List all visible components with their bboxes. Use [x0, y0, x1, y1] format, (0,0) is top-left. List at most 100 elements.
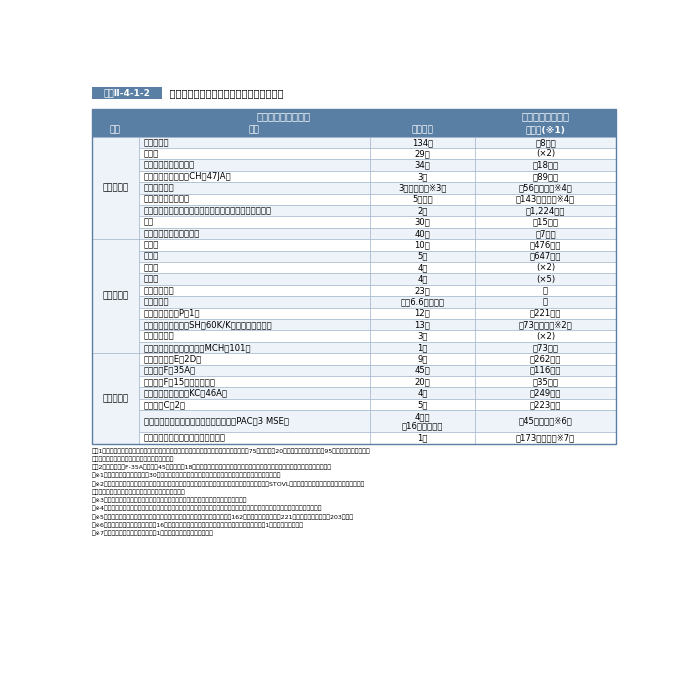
Text: 約73億円　（※2）: 約73億円 （※2） — [519, 320, 573, 329]
Bar — [139, 376, 370, 387]
Bar — [475, 353, 616, 365]
Text: （約6.6万トン）: （約6.6万トン） — [400, 297, 444, 306]
Text: ※5：「その他」は掃海艦、音響測定艦及び海洋調査船等で、単価は掃海艦　約162億円、音響測定艦　約221億円、海洋調査船　約203億円。: ※5：「その他」は掃海艦、音響測定艦及び海洋調査船等で、単価は掃海艦 約162億… — [92, 514, 354, 520]
Bar — [370, 239, 475, 251]
Text: 3機: 3機 — [417, 172, 428, 181]
Text: ※7：新中期防期間中においては、1機分の組立経費等を計上予定。: ※7：新中期防期間中においては、1機分の組立経費等を計上予定。 — [92, 530, 214, 536]
Bar — [139, 171, 370, 182]
Bar — [370, 251, 475, 262]
Text: 34機: 34機 — [415, 161, 430, 170]
Bar — [475, 193, 616, 205]
Text: ※3：「地対艦誘導弾」の整備規模には、現在開発中の地対艦誘導弾（改善型）を含む。: ※3：「地対艦誘導弾」の整備規模には、現在開発中の地対艦誘導弾（改善型）を含む。 — [92, 498, 247, 503]
Bar — [370, 274, 475, 285]
Text: その他: その他 — [144, 274, 159, 283]
Text: 陸上自衛隊: 陸上自衛隊 — [102, 184, 129, 193]
Bar — [475, 228, 616, 239]
Bar — [475, 123, 616, 137]
Text: 約116億円: 約116億円 — [530, 366, 561, 375]
Bar — [475, 365, 616, 376]
Bar — [370, 353, 475, 365]
Bar — [370, 123, 475, 137]
Bar — [475, 148, 616, 159]
Text: 戦車: 戦車 — [144, 218, 154, 227]
Text: (×2): (×2) — [536, 332, 555, 340]
Text: 約221億円: 約221億円 — [530, 309, 561, 318]
Text: （トン数）: （トン数） — [144, 297, 169, 306]
Bar — [370, 387, 475, 398]
Bar — [370, 285, 475, 296]
Text: 29両: 29両 — [415, 149, 430, 158]
Bar — [139, 159, 370, 171]
Bar — [475, 308, 616, 319]
Text: 1機: 1機 — [417, 343, 428, 352]
Bar — [475, 205, 616, 216]
Text: 約1,224億円: 約1,224億円 — [526, 207, 565, 216]
Text: 約18億円: 約18億円 — [533, 161, 559, 170]
Text: 海上自衛隊: 海上自衛隊 — [102, 292, 129, 301]
Text: 哨戒艦: 哨戒艦 — [144, 263, 159, 272]
Text: 5機: 5機 — [417, 400, 428, 409]
Bar — [370, 171, 475, 182]
Text: 12機: 12機 — [415, 309, 430, 318]
Text: 約476億円: 約476億円 — [530, 240, 561, 249]
Bar — [92, 353, 139, 444]
Text: 4個群: 4個群 — [415, 412, 430, 421]
Text: 戦闘機（F－15）の能力向上: 戦闘機（F－15）の能力向上 — [144, 377, 216, 386]
Bar — [475, 342, 616, 353]
Bar — [370, 193, 475, 205]
Bar — [92, 87, 162, 99]
Bar — [370, 365, 475, 376]
Bar — [475, 410, 616, 432]
Bar — [475, 159, 616, 171]
Text: 自衛艦建造計: 自衛艦建造計 — [144, 286, 174, 295]
Text: 新中期防の「別表」: 新中期防の「別表」 — [256, 111, 310, 121]
Text: 約262億円: 約262億円 — [530, 354, 561, 363]
Bar — [139, 296, 370, 308]
Text: 図表Ⅱ-4-1-2: 図表Ⅱ-4-1-2 — [103, 89, 150, 98]
Text: 約173億円　（※7）: 約173億円 （※7） — [516, 434, 576, 443]
Text: 装甲車: 装甲車 — [144, 149, 159, 158]
Bar — [370, 398, 475, 410]
Text: 整備規模: 整備規模 — [411, 125, 433, 134]
Bar — [475, 262, 616, 274]
Text: 5個中隊: 5個中隊 — [412, 195, 433, 204]
Text: (×2): (×2) — [536, 263, 555, 272]
Bar — [139, 331, 370, 342]
Text: 単　価(※1): 単 価(※1) — [526, 125, 565, 134]
Text: 航空自衛隊: 航空自衛隊 — [102, 394, 129, 403]
Bar — [139, 137, 370, 148]
Bar — [139, 239, 370, 251]
Bar — [475, 216, 616, 228]
Text: 134両: 134両 — [412, 138, 433, 147]
Text: 機動戦闘車: 機動戦闘車 — [144, 138, 169, 147]
Bar — [370, 331, 475, 342]
Text: 固定翼哨戒機（P－1）: 固定翼哨戒機（P－1） — [144, 309, 200, 318]
Bar — [139, 398, 370, 410]
Text: 23隻: 23隻 — [415, 286, 430, 295]
Bar — [370, 148, 475, 159]
Bar — [475, 274, 616, 285]
Bar — [370, 296, 475, 308]
Bar — [139, 387, 370, 398]
Bar — [370, 137, 475, 148]
Text: 40両: 40両 — [415, 229, 430, 238]
Bar — [475, 319, 616, 331]
Bar — [139, 228, 370, 239]
Text: 約56億円　（※4）: 約56億円 （※4） — [519, 184, 573, 193]
Text: 1機: 1機 — [417, 434, 428, 443]
Text: 9機: 9機 — [417, 354, 428, 363]
Text: (×2): (×2) — [536, 149, 555, 158]
Text: ※6：新中期防期間中においては、16個高射隊分の相立経費等を計上予定。上記に記載する単価は1個高射隊分の単価。: ※6：新中期防期間中においては、16個高射隊分の相立経費等を計上予定。上記に記載… — [92, 523, 304, 528]
Bar — [139, 148, 370, 159]
Text: 4隻: 4隻 — [417, 274, 428, 283]
Text: 品の取得に影響を及ぼすため、公表しない。: 品の取得に影響を及ぼすため、公表しない。 — [92, 489, 186, 495]
Text: （注2）　戦闘機（F-35A）の機数45機のうち、18機については、短距離離陸・垂直着陸機能を有する戦闘機を整備するものとする。: （注2） 戦闘機（F-35A）の機数45機のうち、18機については、短距離離陸・… — [92, 464, 332, 470]
Bar — [139, 342, 370, 353]
Text: 戦闘機（F－35A）: 戦闘機（F－35A） — [144, 366, 196, 375]
Text: （16個高射隊）: （16個高射隊） — [401, 421, 443, 430]
Text: 30両: 30両 — [415, 218, 430, 227]
Bar — [139, 182, 370, 193]
Text: (×5): (×5) — [536, 274, 555, 283]
Bar — [475, 432, 616, 444]
Bar — [370, 182, 475, 193]
